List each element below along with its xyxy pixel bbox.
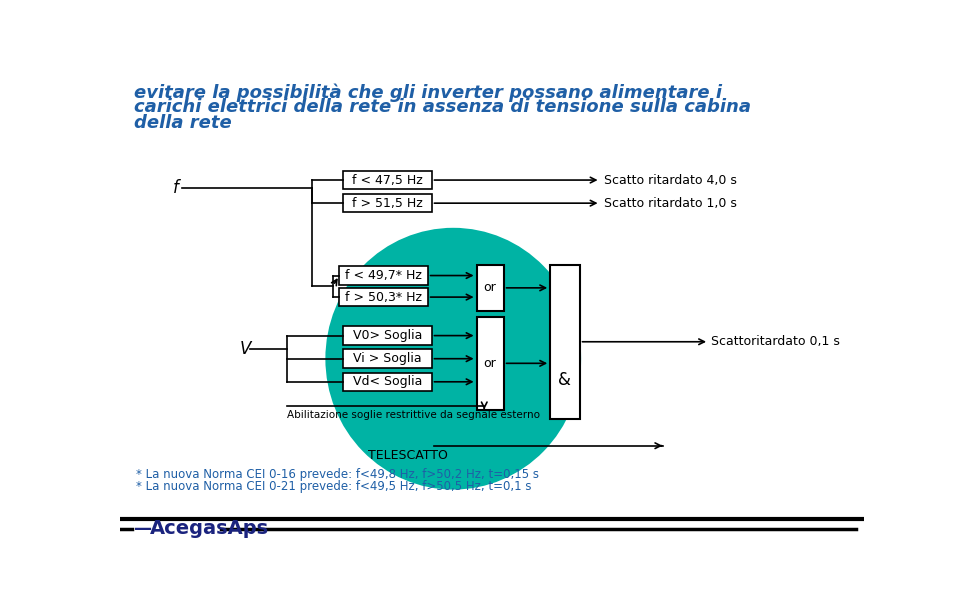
FancyBboxPatch shape [343, 373, 432, 391]
Text: f > 50,3* Hz: f > 50,3* Hz [345, 291, 422, 304]
FancyBboxPatch shape [339, 288, 428, 306]
FancyBboxPatch shape [343, 349, 432, 368]
Text: * La nuova Norma CEI 0-16 prevede: f<49,8 Hz, f>50,2 Hz, t=0,15 s: * La nuova Norma CEI 0-16 prevede: f<49,… [135, 468, 539, 481]
FancyBboxPatch shape [339, 266, 428, 285]
Text: or: or [484, 357, 496, 370]
Text: Vd< Soglia: Vd< Soglia [352, 375, 422, 388]
Text: V0> Soglia: V0> Soglia [352, 329, 422, 342]
Text: TELESCATTO: TELESCATTO [368, 449, 448, 462]
Text: Vi > Soglia: Vi > Soglia [353, 352, 421, 365]
Text: Scatto​ritardato 0,1 s: Scatto​ritardato 0,1 s [711, 335, 840, 348]
Text: or: or [484, 281, 496, 295]
Text: f < 47,5 Hz: f < 47,5 Hz [352, 173, 422, 186]
Text: f < 49,7* Hz: f < 49,7* Hz [345, 269, 422, 282]
Text: carichi elettrici della rete in assenza di tensione sulla cabina: carichi elettrici della rete in assenza … [134, 98, 751, 116]
Text: f > 51,5 Hz: f > 51,5 Hz [352, 197, 422, 210]
Text: Scatto ritardato 4,0 s: Scatto ritardato 4,0 s [605, 173, 737, 186]
Ellipse shape [325, 228, 581, 490]
Text: f: f [173, 179, 179, 197]
FancyBboxPatch shape [476, 317, 504, 410]
FancyBboxPatch shape [476, 265, 504, 311]
Text: V: V [240, 341, 252, 359]
Text: della rete: della rete [134, 114, 231, 132]
Text: —: — [134, 520, 152, 538]
Text: AcegasAps: AcegasAps [150, 520, 269, 538]
FancyBboxPatch shape [550, 265, 580, 419]
Text: * La nuova Norma CEI 0-21 prevede: f<49,5 Hz, f>50,5 Hz, t=0,1 s: * La nuova Norma CEI 0-21 prevede: f<49,… [135, 480, 531, 493]
Text: evitare la possibilità che gli inverter possano alimentare i: evitare la possibilità che gli inverter … [134, 83, 722, 101]
Text: &: & [559, 371, 571, 389]
FancyBboxPatch shape [343, 171, 432, 189]
Text: Scatto ritardato 1,0 s: Scatto ritardato 1,0 s [605, 197, 737, 210]
Text: Abilitazione soglie restrittive da segnale esterno: Abilitazione soglie restrittive da segna… [287, 410, 540, 419]
FancyBboxPatch shape [343, 194, 432, 212]
FancyBboxPatch shape [343, 327, 432, 345]
